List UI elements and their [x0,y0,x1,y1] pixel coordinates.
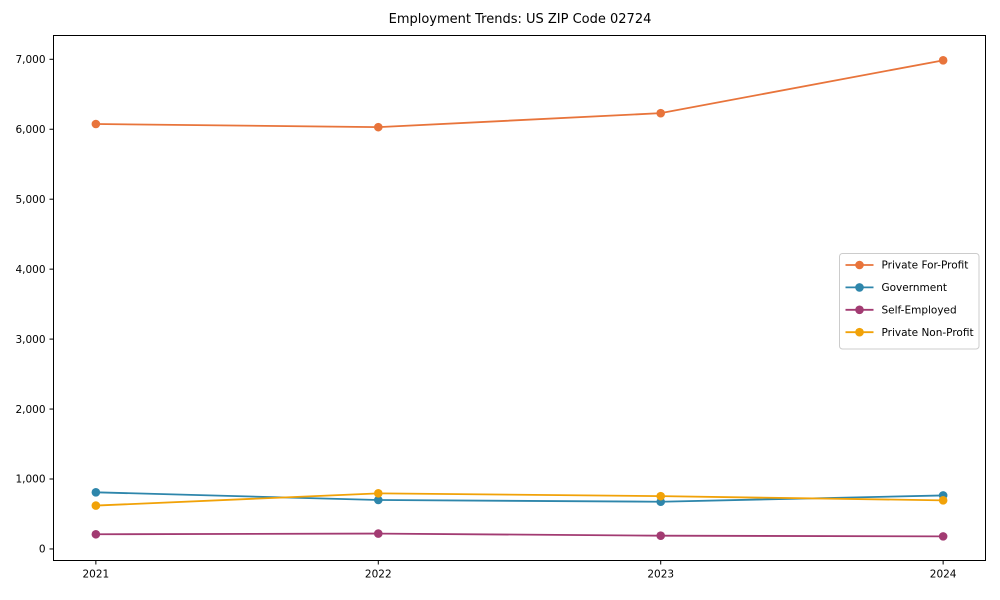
data-point-marker [91,529,101,539]
legend-label: Government [882,282,947,294]
data-point-marker [938,496,948,505]
legend-label: Private For-Profit [882,260,969,272]
data-point-marker [656,531,666,540]
y-axis-tick-label: 1,000 [15,474,45,486]
y-axis-tick-label: 5,000 [15,194,45,206]
y-axis-tick-label: 2,000 [15,404,45,416]
x-axis-tick-label: 2021 [82,569,109,581]
x-axis-tick-label: 2023 [647,569,674,581]
data-point-marker [373,529,383,538]
series-self-employed [91,529,948,541]
y-axis-tick-label: 7,000 [15,54,45,66]
legend-item: Private For-Profit [845,260,969,272]
chart-title: Employment Trends: US ZIP Code 02724 [389,12,652,27]
legend-marker [855,283,864,292]
legend-item: Self-Employed [845,305,957,317]
data-point-marker [373,122,383,132]
y-axis-tick-label: 4,000 [15,264,45,276]
legend-label: Private Non-Profit [882,327,974,339]
series-line [95,532,944,538]
y-axis-tick-label: 0 [39,544,46,556]
data-point-marker [91,119,101,129]
data-point-marker [938,532,948,541]
series-line [95,59,944,129]
legend: Private For-Profit Government Self-Employe… [839,253,980,350]
data-point-marker [91,487,101,497]
x-axis-tick-label: 2022 [365,569,392,581]
y-axis-tick-label: 3,000 [15,334,45,346]
data-point-marker [91,501,101,510]
series-private-non-profit [91,489,948,510]
legend-item: Private Non-Profit [845,327,974,339]
data-point-marker [656,108,666,118]
legend-box [839,253,980,350]
data-point-marker [373,495,383,505]
series-government [91,487,948,507]
legend-item: Government [845,282,947,294]
series-line [95,492,944,507]
legend-label: Self-Employed [882,305,957,317]
data-point-marker [656,491,666,501]
data-point-marker [938,56,948,65]
y-axis-tick-label: 6,000 [15,124,45,136]
x-axis-tick-label: 2024 [930,569,957,581]
series-private-for-profit [91,56,948,132]
legend-marker [855,260,864,270]
legend-marker [855,327,864,337]
legend-marker [855,305,864,315]
plot-area-border [53,35,986,561]
data-point-marker [373,489,383,498]
